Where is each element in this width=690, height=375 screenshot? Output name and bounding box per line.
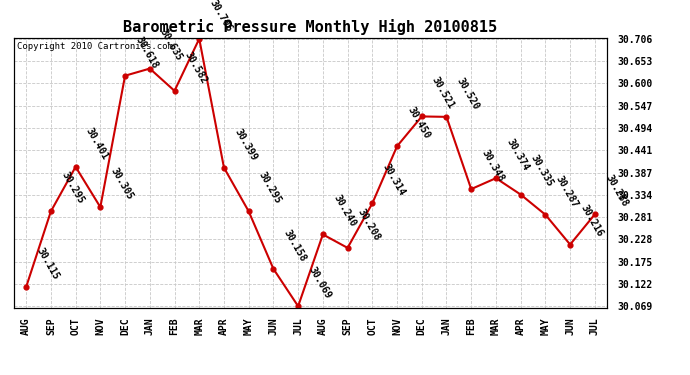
- Point: [540, 212, 551, 218]
- Text: 30.520: 30.520: [455, 76, 481, 111]
- Text: 30.158: 30.158: [282, 228, 308, 263]
- Text: 30.208: 30.208: [356, 207, 382, 242]
- Point: [466, 186, 477, 192]
- Title: Barometric Pressure Monthly High 20100815: Barometric Pressure Monthly High 2010081…: [124, 19, 497, 35]
- Point: [515, 192, 526, 198]
- Text: 30.582: 30.582: [183, 50, 209, 85]
- Point: [119, 73, 130, 79]
- Text: 30.401: 30.401: [84, 126, 110, 161]
- Point: [564, 242, 575, 248]
- Text: 30.374: 30.374: [504, 137, 531, 172]
- Text: 30.399: 30.399: [233, 127, 259, 162]
- Point: [589, 211, 600, 217]
- Point: [367, 200, 378, 206]
- Point: [194, 36, 205, 42]
- Text: 30.348: 30.348: [480, 148, 506, 183]
- Text: Copyright 2010 Cartronics.com: Copyright 2010 Cartronics.com: [17, 42, 172, 51]
- Point: [169, 88, 180, 94]
- Text: 30.305: 30.305: [108, 166, 135, 202]
- Point: [416, 114, 427, 120]
- Text: 30.706: 30.706: [208, 0, 234, 33]
- Point: [21, 284, 32, 290]
- Point: [342, 245, 353, 251]
- Text: 30.115: 30.115: [34, 246, 61, 281]
- Point: [441, 114, 452, 120]
- Text: 30.295: 30.295: [59, 170, 86, 206]
- Point: [219, 165, 230, 171]
- Text: 30.288: 30.288: [603, 173, 629, 209]
- Text: 30.618: 30.618: [133, 34, 159, 70]
- Point: [70, 164, 81, 170]
- Text: 30.295: 30.295: [257, 170, 284, 206]
- Point: [144, 66, 155, 72]
- Text: 30.635: 30.635: [158, 27, 184, 63]
- Point: [391, 143, 402, 149]
- Text: 30.069: 30.069: [306, 265, 333, 301]
- Text: 30.450: 30.450: [405, 105, 432, 141]
- Text: 30.335: 30.335: [529, 153, 555, 189]
- Text: 30.314: 30.314: [381, 162, 407, 198]
- Point: [243, 209, 254, 214]
- Point: [95, 204, 106, 210]
- Point: [46, 209, 57, 214]
- Text: 30.521: 30.521: [430, 75, 456, 111]
- Text: 30.216: 30.216: [578, 203, 604, 239]
- Text: 30.287: 30.287: [553, 174, 580, 209]
- Text: 30.240: 30.240: [331, 194, 357, 229]
- Point: [293, 303, 304, 309]
- Point: [317, 231, 328, 237]
- Point: [268, 266, 279, 272]
- Point: [491, 175, 502, 181]
